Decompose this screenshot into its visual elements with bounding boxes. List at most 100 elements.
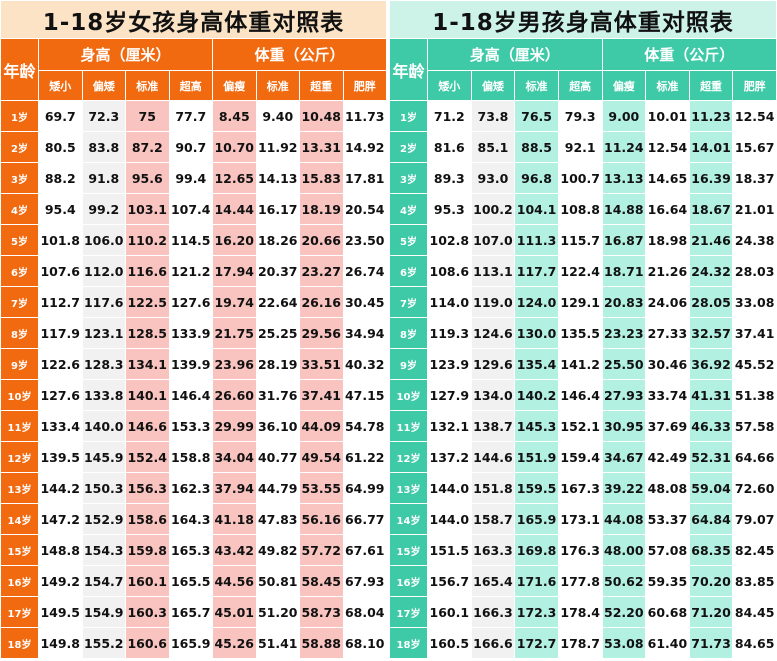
value-cell: 172.3: [514, 596, 559, 628]
value-cell: 134.0: [470, 379, 516, 411]
value-cell: 18.26: [255, 224, 300, 256]
age-cell: 8岁: [0, 317, 39, 349]
value-cell: 115.7: [557, 224, 603, 256]
age-cell: 17岁: [0, 596, 39, 628]
value-cell: 16.20: [212, 224, 257, 256]
value-cell: 48.00: [601, 534, 647, 566]
girls-col-header: 标准: [255, 70, 300, 101]
table-row: 2岁 80.5 83.8 87.2 90.7 10.70 11.92 13.31 14.92: [0, 131, 387, 163]
value-cell: 159.5: [514, 472, 559, 504]
value-cell: 47.83: [255, 503, 300, 535]
value-cell: 11.73: [342, 100, 387, 132]
value-cell: 71.20: [688, 596, 734, 628]
value-cell: 37.69: [645, 410, 690, 442]
table-row: 7岁 114.0 119.0 124.0 129.1 20.83 24.06 28.05 33.…: [389, 286, 777, 318]
value-cell: 58.88: [299, 627, 344, 659]
value-cell: 176.3: [557, 534, 603, 566]
value-cell: 140.2: [514, 379, 559, 411]
value-cell: 95.4: [38, 193, 83, 225]
age-cell: 13岁: [0, 472, 39, 504]
value-cell: 20.37: [255, 255, 300, 287]
table-row: 13岁 144.2 150.3 156.3 162.3 37.94 44.79 53.55 64…: [0, 472, 387, 504]
value-cell: 10.70: [212, 131, 257, 163]
girls-col-header: 矮小: [38, 70, 83, 101]
value-cell: 149.2: [38, 565, 83, 597]
boys-col-header: 标准: [514, 70, 559, 101]
value-cell: 79.3: [557, 100, 603, 132]
age-cell: 13岁: [389, 472, 428, 504]
value-cell: 160.1: [427, 596, 472, 628]
value-cell: 57.58: [732, 410, 777, 442]
value-cell: 17.81: [342, 162, 387, 194]
value-cell: 159.4: [557, 441, 603, 473]
value-cell: 14.13: [255, 162, 300, 194]
table-row: 12岁 139.5 145.9 152.4 158.8 34.04 40.77 49.54 61…: [0, 441, 387, 473]
value-cell: 10.01: [645, 100, 690, 132]
boys-table: 1-18岁男孩身高体重对照表 年龄 身高（厘米） 体重（公斤） 矮小 偏矮 标准…: [389, 0, 777, 659]
value-cell: 49.54: [299, 441, 344, 473]
value-cell: 155.2: [81, 627, 126, 659]
value-cell: 91.8: [81, 162, 126, 194]
value-cell: 154.3: [81, 534, 126, 566]
age-cell: 18岁: [389, 627, 428, 659]
boys-title: 1-18岁男孩身高体重对照表: [389, 0, 777, 39]
value-cell: 101.8: [38, 224, 83, 256]
value-cell: 19.74: [212, 286, 257, 318]
value-cell: 21.01: [732, 193, 777, 225]
value-cell: 96.8: [514, 162, 559, 194]
value-cell: 141.2: [557, 348, 603, 380]
value-cell: 165.3: [168, 534, 213, 566]
value-cell: 88.2: [38, 162, 83, 194]
value-cell: 154.7: [81, 565, 126, 597]
value-cell: 51.20: [255, 596, 300, 628]
value-cell: 117.6: [81, 286, 126, 318]
age-cell: 3岁: [389, 162, 428, 194]
table-row: 15岁 148.8 154.3 159.8 165.3 43.42 49.82 57.72 67…: [0, 534, 387, 566]
table-row: 8岁 119.3 124.6 130.0 135.5 23.23 27.33 32.57 37.…: [389, 317, 777, 349]
value-cell: 106.0: [81, 224, 126, 256]
value-cell: 15.83: [299, 162, 344, 194]
value-cell: 99.2: [81, 193, 126, 225]
value-cell: 40.77: [255, 441, 300, 473]
value-cell: 41.18: [212, 503, 257, 535]
age-cell: 9岁: [389, 348, 428, 380]
value-cell: 158.8: [168, 441, 213, 473]
value-cell: 72.60: [732, 472, 777, 504]
table-row: 16岁 149.2 154.7 160.1 165.5 44.56 50.81 58.45 67…: [0, 565, 387, 597]
value-cell: 71.2: [427, 100, 472, 132]
value-cell: 24.06: [645, 286, 690, 318]
value-cell: 123.9: [427, 348, 472, 380]
girls-age-header: 年龄: [0, 38, 39, 101]
value-cell: 29.56: [299, 317, 344, 349]
value-cell: 53.55: [299, 472, 344, 504]
age-cell: 1岁: [0, 100, 39, 132]
value-cell: 34.04: [212, 441, 257, 473]
value-cell: 75: [125, 100, 170, 132]
table-row: 8岁 117.9 123.1 128.5 133.9 21.75 25.25 29.56 34.…: [0, 317, 387, 349]
value-cell: 160.3: [125, 596, 170, 628]
value-cell: 76.5: [514, 100, 559, 132]
value-cell: 11.24: [601, 131, 647, 163]
value-cell: 70.20: [688, 565, 734, 597]
age-cell: 3岁: [0, 162, 39, 194]
value-cell: 80.5: [38, 131, 83, 163]
value-cell: 153.3: [168, 410, 213, 442]
value-cell: 33.74: [645, 379, 690, 411]
value-cell: 140.0: [81, 410, 126, 442]
value-cell: 164.3: [168, 503, 213, 535]
value-cell: 61.22: [342, 441, 387, 473]
value-cell: 59.35: [645, 565, 690, 597]
age-cell: 1岁: [389, 100, 428, 132]
value-cell: 99.4: [168, 162, 213, 194]
table-row: 9岁 122.6 128.3 134.1 139.9 23.96 28.19 33.51 40.…: [0, 348, 387, 380]
table-row: 14岁 147.2 152.9 158.6 164.3 41.18 47.83 56.16 66…: [0, 503, 387, 535]
value-cell: 67.93: [342, 565, 387, 597]
value-cell: 154.9: [81, 596, 126, 628]
value-cell: 50.81: [255, 565, 300, 597]
value-cell: 64.99: [342, 472, 387, 504]
value-cell: 112.0: [81, 255, 126, 287]
value-cell: 45.26: [212, 627, 257, 659]
value-cell: 160.6: [125, 627, 170, 659]
value-cell: 119.0: [470, 286, 516, 318]
